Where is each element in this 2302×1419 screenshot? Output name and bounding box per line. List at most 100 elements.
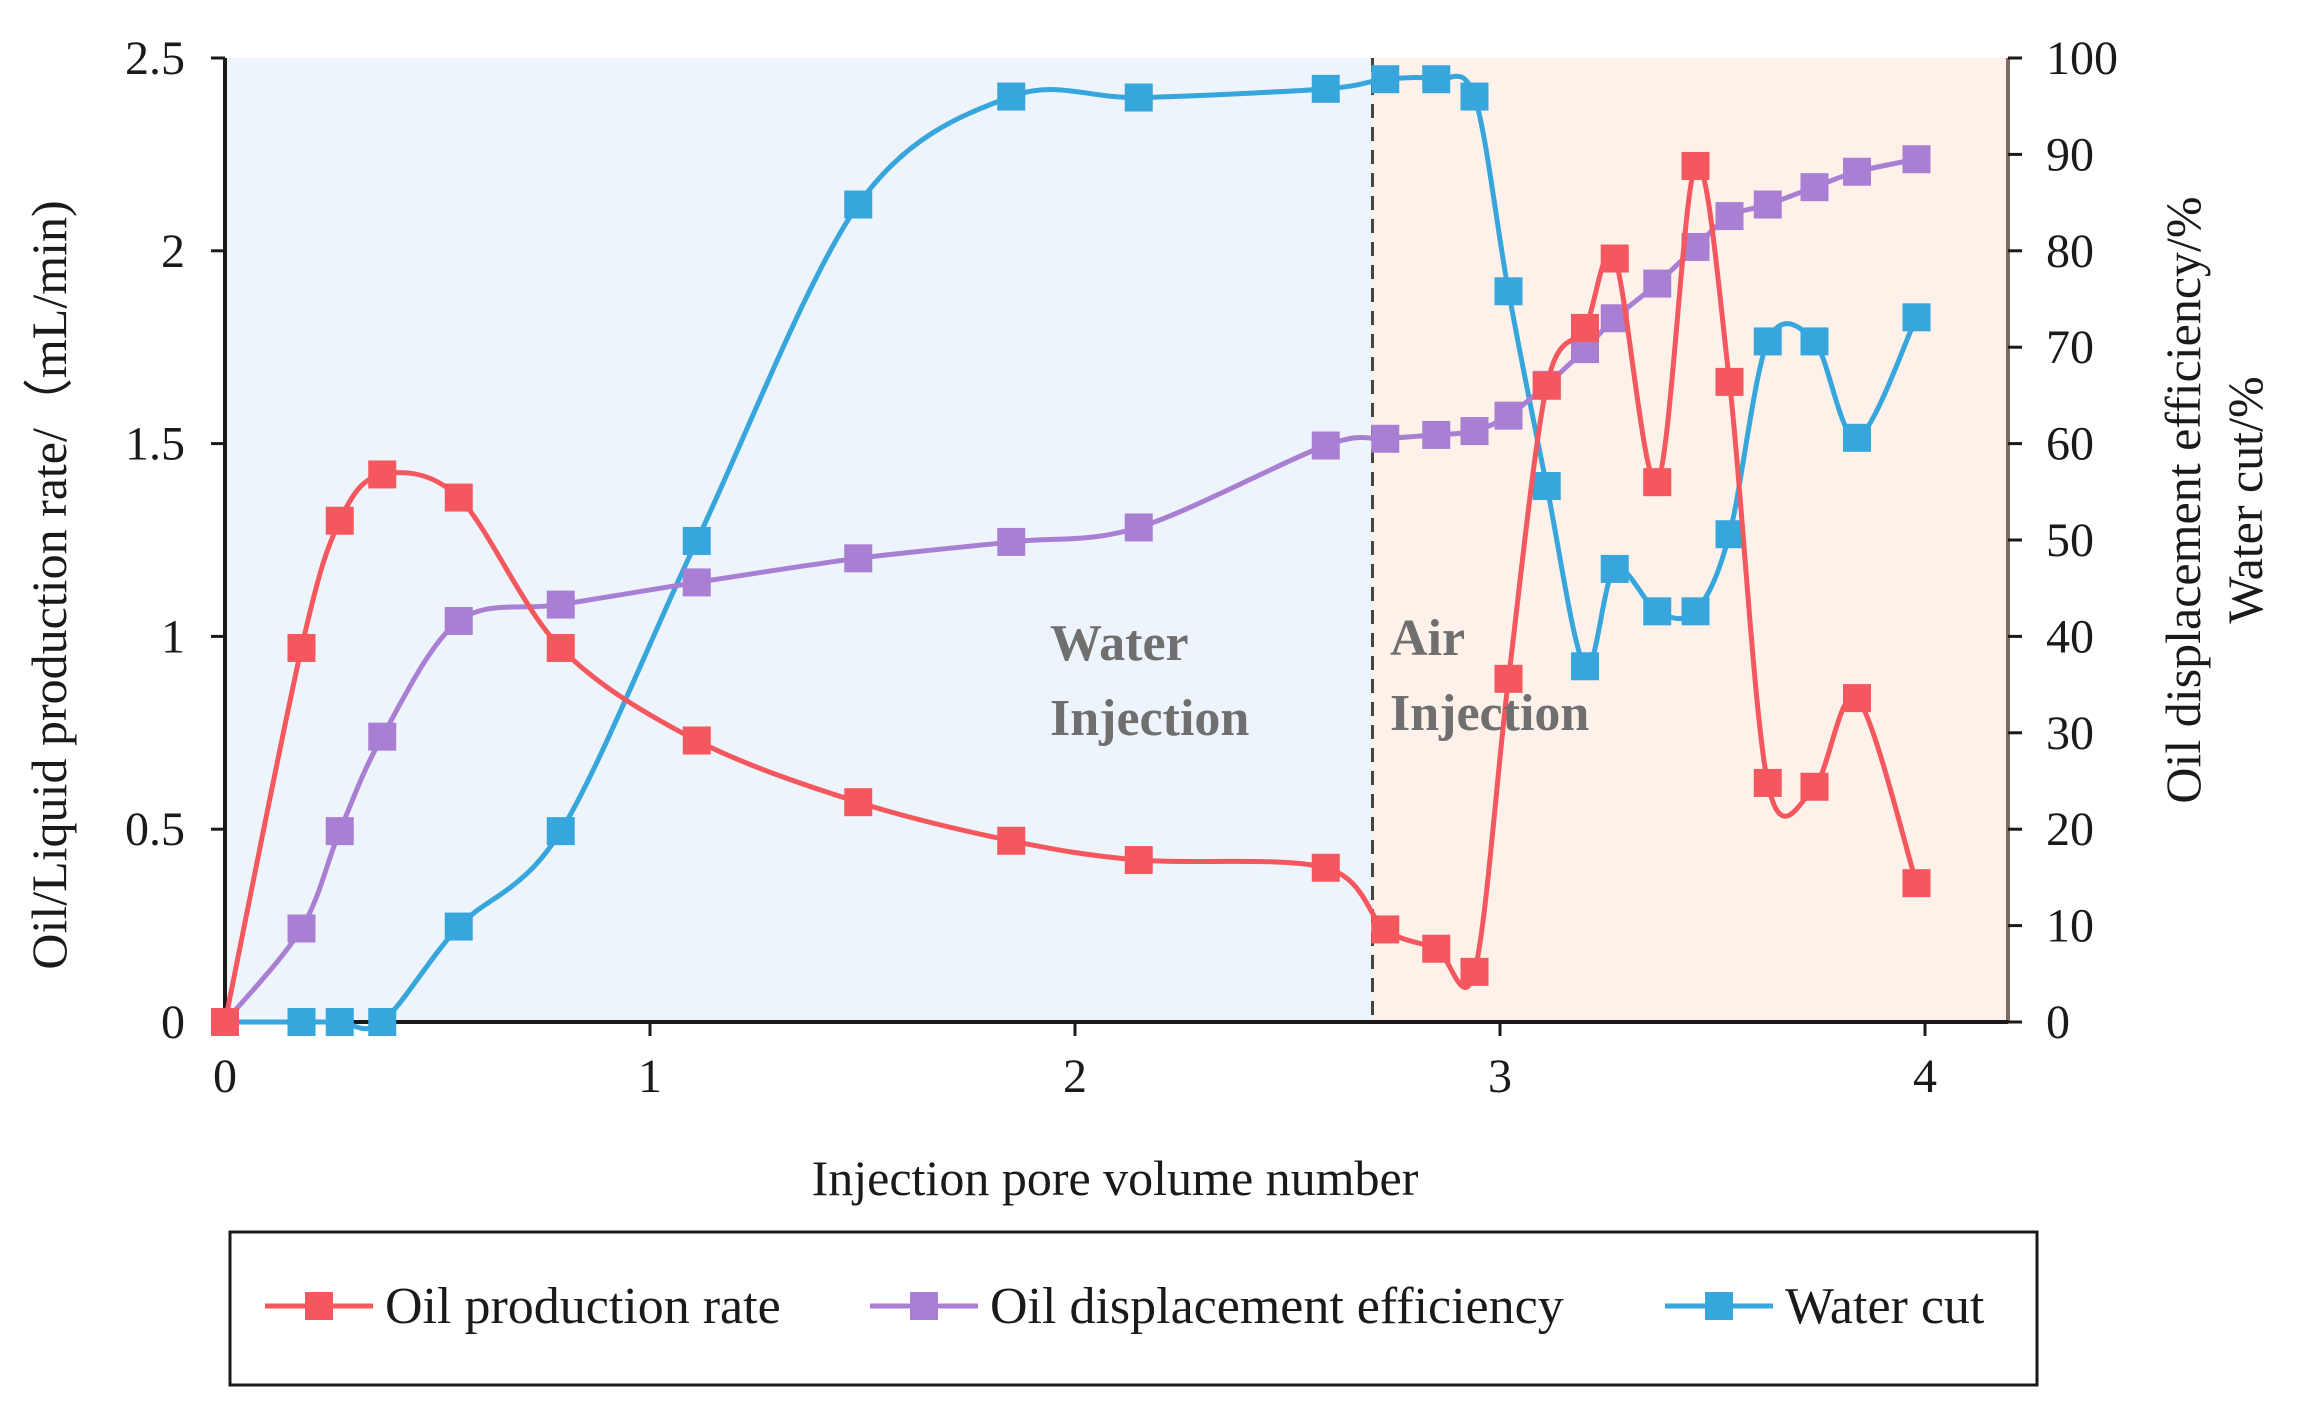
water-injection-label: Water	[1050, 615, 1189, 672]
data-point-oil-displacement-efficiency	[1494, 401, 1523, 430]
data-point-oil-production-rate	[1800, 772, 1829, 801]
data-point-oil-production-rate	[1124, 846, 1153, 875]
data-point-oil-production-rate	[1681, 151, 1710, 180]
data-point-oil-production-rate	[1902, 869, 1931, 898]
y-right-tick-label: 100	[2046, 32, 2118, 85]
data-point-water-cut	[682, 526, 711, 555]
legend-label: Oil displacement efficiency	[990, 1278, 1564, 1335]
y-right-tick-label: 10	[2046, 900, 2094, 953]
data-point-water-cut	[1600, 554, 1629, 583]
y-right-tick-label: 80	[2046, 225, 2094, 278]
legend-item-oil-displacement-efficiency: Oil displacement efficiency	[870, 1278, 1564, 1335]
data-point-water-cut	[1843, 423, 1871, 452]
y-right-tick-label: 90	[2046, 128, 2094, 181]
legend-label: Water cut	[1785, 1278, 1985, 1335]
data-point-oil-displacement-efficiency	[444, 606, 473, 635]
data-point-oil-displacement-efficiency	[1371, 424, 1400, 453]
region-air	[1372, 58, 2008, 1022]
y-right-axis-title-water-cut: Water cut/%	[2217, 376, 2273, 623]
data-point-water-cut	[1681, 597, 1710, 626]
data-point-water-cut	[287, 1008, 316, 1036]
y-right-tick-label: 20	[2046, 803, 2094, 856]
legend-item-water-cut: Water cut	[1665, 1278, 1985, 1335]
x-axis-title: Injection pore volume number	[812, 1150, 1419, 1206]
air-injection-label: Injection	[1390, 685, 1589, 742]
data-point-oil-displacement-efficiency	[997, 527, 1026, 556]
data-point-oil-displacement-efficiency	[1902, 145, 1931, 174]
data-point-water-cut	[1715, 520, 1744, 549]
data-point-oil-displacement-efficiency	[1422, 420, 1451, 449]
data-point-water-cut	[844, 190, 873, 219]
y-left-tick-label: 0.5	[125, 803, 185, 856]
region-water	[225, 58, 1373, 1022]
data-point-water-cut	[325, 1008, 354, 1036]
y-left-tick-label: 1.5	[125, 418, 185, 471]
y-left-tick-label: 1	[161, 610, 185, 663]
data-point-water-cut	[1753, 327, 1782, 356]
x-tick-label: 0	[213, 1050, 237, 1103]
data-point-oil-displacement-efficiency	[1843, 157, 1871, 186]
data-point-water-cut	[1124, 83, 1153, 112]
data-point-oil-production-rate	[546, 633, 575, 662]
data-point-oil-displacement-efficiency	[546, 590, 575, 619]
data-point-water-cut	[1494, 277, 1523, 306]
legend: Oil production rate Oil displacement effi…	[228, 1230, 2039, 1387]
y-right-tick-label: 50	[2046, 514, 2094, 567]
data-point-oil-displacement-efficiency	[287, 914, 316, 943]
data-point-oil-production-rate	[1600, 244, 1629, 273]
y-right-tick-label: 40	[2046, 610, 2094, 663]
data-point-oil-displacement-efficiency	[1753, 190, 1782, 219]
data-point-water-cut	[1311, 74, 1340, 103]
data-point-oil-displacement-efficiency	[1800, 173, 1829, 202]
data-point-oil-production-rate	[1422, 934, 1451, 963]
y-left-tick-label: 0	[161, 996, 185, 1049]
y-right-tick-label: 70	[2046, 321, 2094, 374]
data-point-water-cut	[368, 1008, 397, 1036]
data-point-oil-production-rate	[844, 788, 873, 817]
data-point-water-cut	[1371, 65, 1400, 94]
data-point-water-cut	[1571, 652, 1599, 681]
water-injection-label: Injection	[1050, 690, 1249, 747]
data-point-oil-production-rate	[1571, 313, 1599, 342]
data-point-water-cut	[997, 82, 1026, 111]
data-point-oil-displacement-efficiency	[1460, 417, 1489, 446]
data-point-water-cut	[546, 817, 575, 846]
data-point-oil-production-rate	[1715, 367, 1744, 396]
data-point-oil-production-rate	[682, 726, 711, 755]
y-right-tick-label: 60	[2046, 418, 2094, 471]
data-point-oil-displacement-efficiency	[1715, 202, 1744, 231]
data-point-oil-production-rate	[1371, 915, 1400, 944]
legend-label: Oil production rate	[385, 1278, 781, 1335]
data-point-oil-production-rate	[211, 1008, 239, 1036]
data-point-oil-displacement-efficiency	[1311, 431, 1340, 460]
y-right-axis-title-displacement: Oil displacement efficiency/%	[2155, 196, 2211, 803]
data-point-oil-production-rate	[368, 460, 397, 489]
data-point-oil-production-rate	[997, 826, 1026, 855]
data-point-water-cut	[444, 912, 473, 941]
air-injection-label: Air	[1390, 610, 1465, 667]
x-tick-label: 4	[1913, 1050, 1937, 1103]
data-point-oil-displacement-efficiency	[682, 568, 711, 597]
data-point-oil-production-rate	[1494, 664, 1523, 693]
data-point-oil-production-rate	[1643, 468, 1672, 497]
data-point-oil-production-rate	[1311, 853, 1340, 882]
data-point-oil-production-rate	[1460, 957, 1489, 986]
data-point-water-cut	[1643, 597, 1672, 626]
background-regions	[225, 58, 2008, 1022]
data-point-oil-displacement-efficiency	[1124, 513, 1153, 542]
data-point-oil-displacement-efficiency	[844, 544, 873, 573]
x-tick-label: 3	[1488, 1050, 1512, 1103]
y-right-tick-label: 0	[2046, 996, 2070, 1049]
legend-item-oil-production-rate: Oil production rate	[265, 1278, 781, 1335]
data-point-oil-displacement-efficiency	[1643, 269, 1672, 298]
y-left-axis-title: Oil/Liquid production rate/（mL/min)	[21, 200, 77, 969]
data-point-oil-production-rate	[1532, 371, 1561, 400]
region-labels: Water Injection Air Injection	[1050, 610, 1589, 747]
legend-marker	[305, 1292, 333, 1320]
data-point-water-cut	[1532, 472, 1561, 501]
y-right-tick-label: 30	[2046, 707, 2094, 760]
data-point-water-cut	[1902, 303, 1931, 332]
series-water-cut	[211, 65, 1931, 1036]
series-layer	[211, 65, 1931, 1036]
